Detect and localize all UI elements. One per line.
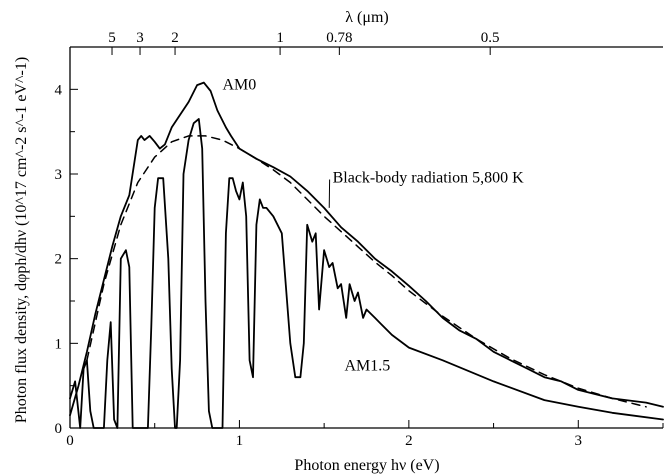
top-tick-label: 5 (108, 30, 116, 46)
plot-frame (69, 46, 663, 429)
x-tick-label: 1 (236, 433, 244, 449)
y-tick-label: 2 (55, 252, 63, 268)
top-tick-label: 0.78 (326, 30, 352, 46)
y-tick-label: 3 (55, 167, 63, 183)
x-axis-ticks: 0 1 2 3 (66, 420, 664, 449)
y-tick-label: 0 (55, 421, 63, 437)
x-tick-label: 2 (405, 433, 413, 449)
series-0-label: AM0 (222, 76, 256, 93)
y-axis-title: Photon flux density, dφph/dhν (10^17 cm^… (13, 57, 30, 423)
series-labels: AM0 AM1.5 Black-body radiation 5,800 K (222, 76, 524, 374)
series-2-curve (86, 135, 647, 408)
series-2-label: Black-body radiation 5,800 K (333, 169, 525, 186)
x-axis-title: Photon energy hν (eV) (294, 457, 439, 474)
top-axis-ticks: 5 3 2 1 0.78 0.5 (108, 30, 500, 55)
top-tick-label: 2 (171, 30, 179, 46)
top-tick-label: 0.5 (481, 30, 500, 46)
y-axis-ticks: 0 1 2 3 4 (55, 46, 78, 437)
y-tick-label: 4 (55, 82, 63, 98)
top-tick-label: 1 (276, 30, 284, 46)
series-0-curve (69, 81, 664, 417)
x-tick-label: 0 (66, 433, 74, 449)
series-1-curve (69, 118, 664, 429)
series-curves (69, 81, 664, 429)
y-tick-label: 1 (55, 336, 63, 352)
series-1-label: AM1.5 (344, 357, 390, 374)
top-tick-label: 3 (136, 30, 144, 46)
x-tick-label: 3 (575, 433, 583, 449)
top-axis-title: λ (μm) (345, 9, 388, 26)
